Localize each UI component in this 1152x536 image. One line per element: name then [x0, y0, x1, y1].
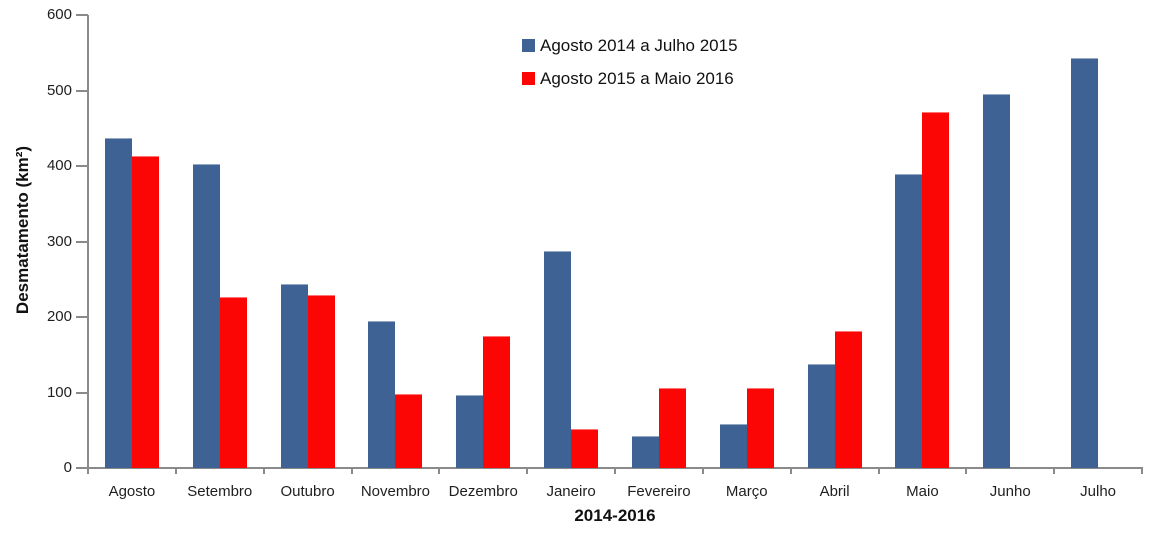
- bar-janeiro-s2: [571, 428, 599, 468]
- x-tick-label: Novembro: [360, 483, 431, 500]
- x-tick: [877, 468, 880, 474]
- bar-maio-s2: [922, 111, 950, 468]
- bar-outubro-s2: [307, 295, 335, 468]
- legend-swatch-blue: [522, 39, 535, 52]
- y-tick: [76, 391, 88, 394]
- x-tick: [1053, 468, 1056, 474]
- y-tick-label: 300: [46, 232, 72, 250]
- x-tick: [965, 468, 968, 474]
- y-tick-label: 500: [46, 81, 72, 99]
- bar-abril-s1: [807, 363, 835, 468]
- legend-item-series2: Agosto 2015 a Maio 2016: [522, 69, 738, 89]
- x-tick-label: Junho: [989, 483, 1031, 500]
- x-tick-label: Dezembro: [448, 483, 518, 500]
- bar-outubro-s1: [280, 283, 308, 468]
- bar-setembro-s2: [219, 297, 247, 468]
- bar-novembro-s2: [395, 394, 423, 468]
- bar-fevereiro-s1: [631, 436, 659, 468]
- bar-março-s1: [719, 424, 747, 468]
- x-tick: [350, 468, 353, 474]
- bar-dezembro-s1: [456, 394, 484, 468]
- x-tick: [789, 468, 792, 474]
- bar-julho-s1: [1071, 58, 1099, 468]
- bar-agosto-s1: [104, 138, 132, 468]
- bar-maio-s1: [895, 174, 923, 468]
- bar-março-s2: [746, 387, 774, 468]
- y-tick-label: 600: [46, 6, 72, 23]
- legend-label-series2: Agosto 2015 a Maio 2016: [540, 69, 734, 88]
- x-tick-label: Julho: [1080, 483, 1116, 500]
- bar-novembro-s1: [368, 320, 396, 468]
- x-tick-label: Outubro: [280, 483, 335, 500]
- x-axis-title: 2014-2016: [574, 506, 656, 525]
- legend-swatch-red: [522, 72, 535, 85]
- y-tick: [76, 14, 88, 16]
- y-axis-title: Desmatamento (km²): [13, 145, 32, 315]
- bar-agosto-s2: [131, 156, 159, 468]
- x-tick: [526, 468, 529, 474]
- x-tick-label: Março: [725, 483, 768, 500]
- x-tick: [1141, 468, 1143, 474]
- legend: Agosto 2014 a Julho 2015 Agosto 2015 a M…: [522, 36, 738, 102]
- x-tick: [262, 468, 265, 474]
- y-tick: [76, 240, 88, 243]
- y-tick-label: 200: [46, 308, 72, 325]
- x-tick-label: Janeiro: [546, 483, 596, 500]
- y-tick: [76, 165, 88, 167]
- y-axis-line: [87, 15, 89, 470]
- y-tick-label: 100: [46, 383, 72, 401]
- y-tick-label: 0: [63, 459, 72, 476]
- bar-janeiro-s1: [544, 250, 572, 468]
- y-tick: [76, 89, 88, 92]
- bar-fevereiro-s2: [658, 387, 686, 468]
- x-tick: [174, 468, 177, 474]
- legend-item-series1: Agosto 2014 a Julho 2015: [522, 36, 738, 56]
- x-tick: [438, 468, 441, 474]
- x-tick: [701, 468, 704, 474]
- x-tick-label: Setembro: [187, 483, 253, 500]
- legend-label-series1: Agosto 2014 a Julho 2015: [540, 36, 738, 55]
- bar-setembro-s1: [192, 164, 220, 468]
- y-tick: [76, 316, 88, 318]
- y-tick-label: 400: [46, 157, 72, 174]
- x-tick-label: Fevereiro: [627, 483, 691, 500]
- y-tick: [76, 467, 88, 469]
- x-tick: [614, 468, 616, 474]
- x-tick-label: Maio: [906, 483, 939, 500]
- x-tick: [87, 468, 89, 474]
- bar-junho-s1: [983, 94, 1011, 468]
- bar-abril-s2: [834, 330, 862, 468]
- bar-dezembro-s2: [483, 335, 511, 468]
- x-tick-label: Abril: [819, 483, 850, 500]
- x-tick-label: Agosto: [108, 483, 156, 500]
